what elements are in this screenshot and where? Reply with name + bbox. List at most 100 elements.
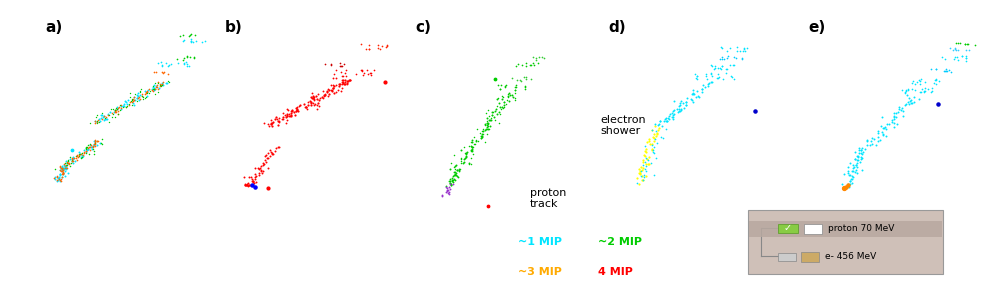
Point xyxy=(87,140,103,144)
Point xyxy=(59,163,75,168)
Point xyxy=(335,78,351,82)
Point xyxy=(689,77,705,81)
Point xyxy=(851,146,867,150)
Point xyxy=(960,42,976,46)
Point xyxy=(256,161,272,166)
Point xyxy=(66,155,82,160)
Point xyxy=(57,164,73,169)
Point xyxy=(440,187,456,192)
Point xyxy=(267,149,283,153)
Point xyxy=(841,185,857,189)
Point xyxy=(878,127,894,132)
Point xyxy=(153,84,169,88)
Point xyxy=(434,192,450,197)
Point xyxy=(895,114,911,118)
Point xyxy=(496,102,512,107)
Point xyxy=(498,102,514,106)
Point xyxy=(949,55,965,60)
Point xyxy=(55,170,71,174)
Point xyxy=(847,157,863,161)
Point xyxy=(98,117,114,121)
Point xyxy=(457,150,473,155)
Point xyxy=(97,117,113,121)
Point xyxy=(49,178,65,183)
Point xyxy=(464,145,480,150)
Point xyxy=(238,183,254,187)
Point xyxy=(930,101,946,106)
FancyBboxPatch shape xyxy=(801,252,819,262)
Point xyxy=(718,71,734,75)
Point xyxy=(94,142,110,146)
Point xyxy=(125,99,141,103)
Point xyxy=(914,87,930,91)
Point xyxy=(943,69,959,74)
Point xyxy=(355,72,371,77)
Point xyxy=(453,157,469,162)
Point xyxy=(479,132,495,136)
Point xyxy=(292,103,308,107)
Point xyxy=(457,156,473,160)
Point xyxy=(57,161,73,165)
Point xyxy=(485,110,501,114)
Point xyxy=(71,154,87,158)
Point xyxy=(152,81,168,86)
Point xyxy=(260,186,276,191)
Point xyxy=(637,166,653,171)
Point xyxy=(726,77,742,81)
Point xyxy=(89,139,105,144)
Point xyxy=(95,114,111,119)
Point xyxy=(298,105,314,110)
Point xyxy=(342,78,358,83)
Point xyxy=(146,87,162,91)
Point xyxy=(115,103,131,108)
Point xyxy=(496,100,512,104)
Point xyxy=(495,95,511,100)
Point xyxy=(139,93,155,98)
Point xyxy=(653,134,669,139)
Point xyxy=(254,171,270,175)
Point xyxy=(729,45,745,50)
Point xyxy=(82,121,98,126)
Point xyxy=(687,71,703,76)
Point xyxy=(453,161,469,165)
Point xyxy=(151,86,167,90)
Point xyxy=(58,166,74,171)
Point xyxy=(641,155,657,159)
Point xyxy=(894,87,910,92)
Point xyxy=(154,70,170,75)
Point xyxy=(110,112,126,117)
Point xyxy=(108,107,124,112)
Point xyxy=(648,128,664,133)
Point xyxy=(735,49,751,54)
Point xyxy=(317,92,333,97)
Point xyxy=(651,125,667,130)
Point xyxy=(89,120,105,125)
Point xyxy=(852,159,868,164)
Point xyxy=(339,82,355,86)
Point xyxy=(315,89,331,93)
Point xyxy=(636,153,652,158)
Point xyxy=(451,167,467,172)
Point xyxy=(65,160,81,165)
Point xyxy=(530,61,546,66)
Point xyxy=(853,151,869,155)
Point xyxy=(378,44,394,49)
Point xyxy=(507,98,523,102)
Point xyxy=(300,103,316,108)
Point xyxy=(62,164,78,169)
Point xyxy=(317,92,333,96)
Point xyxy=(58,159,74,164)
Point xyxy=(284,108,300,112)
Point xyxy=(928,78,944,83)
Point xyxy=(635,166,651,171)
Point xyxy=(729,49,745,54)
Point xyxy=(145,84,161,89)
Point xyxy=(483,117,499,122)
Point xyxy=(487,117,503,122)
Point xyxy=(76,151,92,155)
Point xyxy=(93,113,109,118)
Point xyxy=(442,181,458,186)
Point xyxy=(448,171,464,175)
Point xyxy=(712,65,728,70)
Point xyxy=(661,117,677,121)
